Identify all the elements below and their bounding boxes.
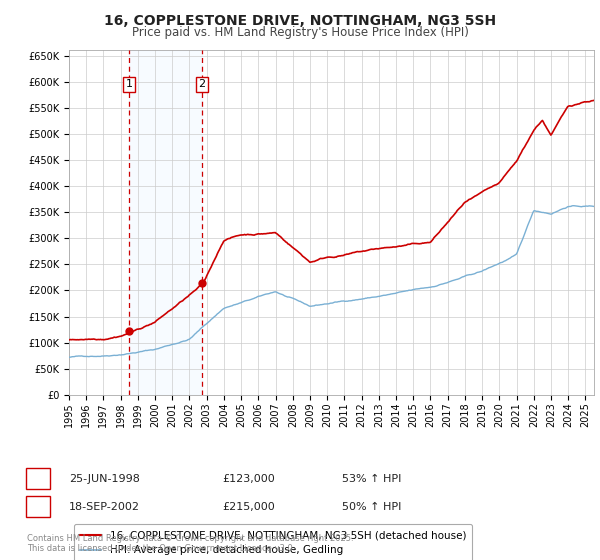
Legend: 16, COPPLESTONE DRIVE, NOTTINGHAM, NG3 5SH (detached house), HPI: Average price,: 16, COPPLESTONE DRIVE, NOTTINGHAM, NG3 5… <box>74 524 472 560</box>
Text: Price paid vs. HM Land Registry's House Price Index (HPI): Price paid vs. HM Land Registry's House … <box>131 26 469 39</box>
Text: 18-SEP-2002: 18-SEP-2002 <box>69 502 140 512</box>
Text: 2: 2 <box>35 502 42 512</box>
Text: £123,000: £123,000 <box>222 474 275 484</box>
Text: Contains HM Land Registry data © Crown copyright and database right 2025.
This d: Contains HM Land Registry data © Crown c… <box>27 534 353 553</box>
Text: 1: 1 <box>125 80 133 89</box>
Text: 25-JUN-1998: 25-JUN-1998 <box>69 474 140 484</box>
Text: 16, COPPLESTONE DRIVE, NOTTINGHAM, NG3 5SH: 16, COPPLESTONE DRIVE, NOTTINGHAM, NG3 5… <box>104 14 496 28</box>
Text: £215,000: £215,000 <box>222 502 275 512</box>
Text: 1: 1 <box>35 474 42 484</box>
Bar <box>129 50 202 395</box>
Text: 50% ↑ HPI: 50% ↑ HPI <box>342 502 401 512</box>
Text: 2: 2 <box>199 80 205 89</box>
Text: 53% ↑ HPI: 53% ↑ HPI <box>342 474 401 484</box>
